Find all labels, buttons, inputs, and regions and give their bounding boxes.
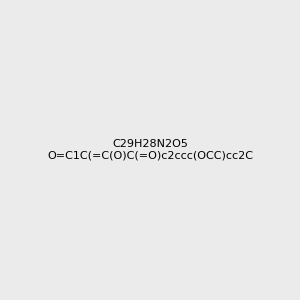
Text: C29H28N2O5
O=C1C(=C(O)C(=O)c2ccc(OCC)cc2C: C29H28N2O5 O=C1C(=C(O)C(=O)c2ccc(OCC)cc2…: [47, 139, 253, 161]
